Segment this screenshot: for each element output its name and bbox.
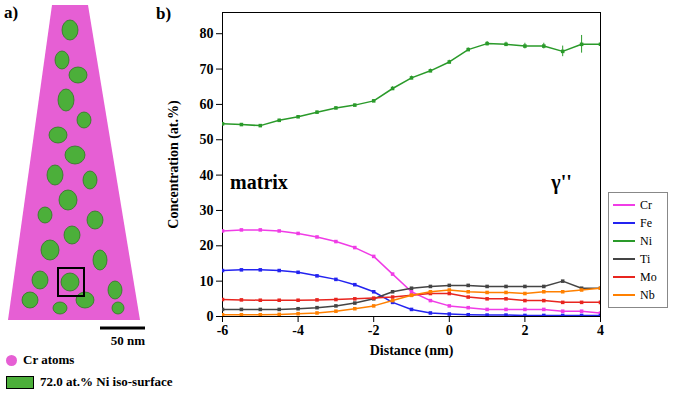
html-text:Mo: Mo	[640, 269, 657, 284]
html-text:Ti: Ti	[640, 251, 651, 266]
svg-text:0: 0	[207, 309, 214, 324]
html-text:Ni: Ni	[640, 233, 652, 248]
svg-text:40: 40	[200, 168, 214, 183]
svg-text:matrix: matrix	[230, 171, 288, 193]
svg-text:0: 0	[446, 323, 453, 338]
svg-text:-4: -4	[292, 323, 304, 338]
svg-text:50 nm: 50 nm	[111, 333, 145, 348]
svg-text:70: 70	[200, 62, 214, 77]
svg-text:80: 80	[200, 26, 214, 41]
html-text:Cr: Cr	[640, 197, 652, 212]
svg-text:4: 4	[597, 323, 604, 338]
svg-text:-6: -6	[217, 323, 229, 338]
html-text:Cr atoms: Cr atoms	[23, 352, 75, 367]
svg-text:60: 60	[200, 97, 214, 112]
svg-text:γ'': γ''	[550, 171, 571, 194]
svg-text:a): a)	[4, 3, 18, 22]
svg-text:2: 2	[521, 323, 528, 338]
html-text:72.0 at.% Ni iso-surface: 72.0 at.% Ni iso-surface	[40, 374, 173, 389]
svg-text:20: 20	[200, 238, 214, 253]
svg-text:50: 50	[200, 132, 214, 147]
svg-text:-2: -2	[368, 323, 380, 338]
svg-text:Distance (nm): Distance (nm)	[370, 343, 454, 359]
html-text:Nb: Nb	[640, 287, 655, 302]
svg-text:Concentration (at.%): Concentration (at.%)	[166, 100, 182, 229]
svg-text:30: 30	[200, 203, 214, 218]
html-text:b): b)	[156, 4, 172, 23]
html-text:Fe: Fe	[640, 215, 652, 230]
svg-text:10: 10	[200, 274, 214, 289]
